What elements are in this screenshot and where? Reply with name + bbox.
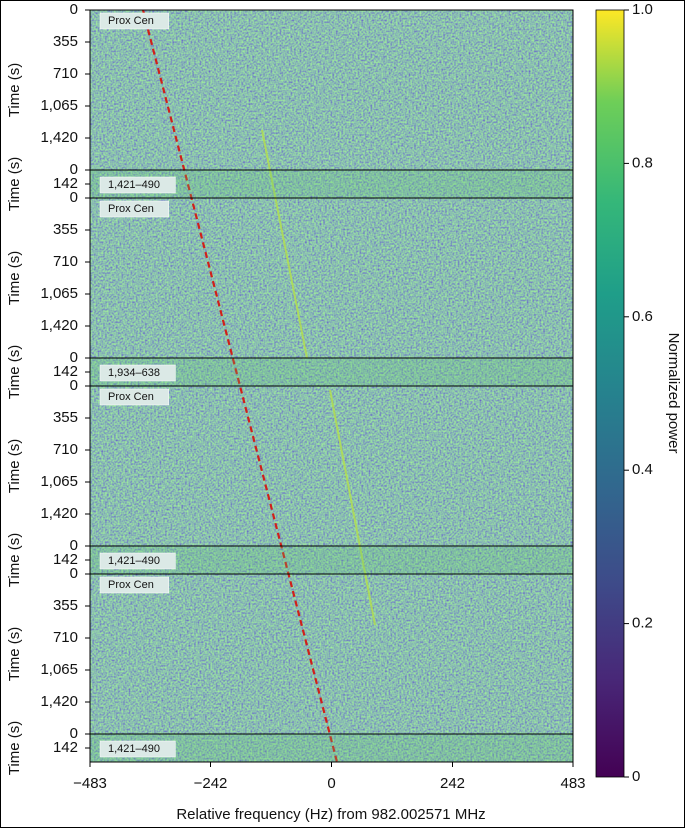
panel-label: Prox Cen bbox=[108, 15, 154, 27]
panel-label: 1,934–638 bbox=[108, 367, 160, 379]
panel-label-box bbox=[99, 740, 176, 758]
colorbar-tick-label: 0.4 bbox=[632, 461, 653, 478]
y-tick-label: 142 bbox=[53, 175, 78, 192]
y-tick-label: 142 bbox=[53, 551, 78, 568]
y-tick-label: 355 bbox=[53, 409, 78, 426]
colorbar-label: Normalized power bbox=[665, 333, 682, 454]
y-tick-label: 355 bbox=[53, 33, 78, 50]
y-tick-label: 1,065 bbox=[40, 97, 78, 114]
panel-label-box bbox=[99, 176, 176, 194]
y-axis-label: Time (s) bbox=[6, 439, 23, 493]
panel-label: 1,421–490 bbox=[108, 743, 160, 755]
y-tick-label: 0 bbox=[70, 565, 78, 582]
y-axis-label: Time (s) bbox=[6, 721, 23, 775]
signal-track bbox=[261, 129, 308, 359]
y-tick-label: 1,065 bbox=[40, 661, 78, 678]
x-axis-label: Relative frequency (Hz) from 982.002571 … bbox=[176, 806, 485, 823]
panel-label: Prox Cen bbox=[108, 203, 154, 215]
y-tick-label: 710 bbox=[53, 629, 78, 646]
y-tick-label: 1,420 bbox=[40, 317, 78, 334]
colorbar-tick-label: 0.8 bbox=[632, 154, 653, 171]
y-axis-label: Time (s) bbox=[6, 345, 23, 399]
y-tick-label: 1,420 bbox=[40, 505, 78, 522]
y-tick-label: 0 bbox=[70, 725, 78, 742]
panel-label-box bbox=[99, 364, 176, 382]
x-tick-label: 0 bbox=[327, 775, 335, 792]
y-tick-label: 710 bbox=[53, 65, 78, 82]
y-axis-label: Time (s) bbox=[6, 63, 23, 117]
colorbar bbox=[595, 9, 625, 778]
panel-label: Prox Cen bbox=[108, 579, 154, 591]
x-tick-label: −483 bbox=[73, 775, 107, 792]
panel-label: 1,421–490 bbox=[108, 555, 160, 567]
colorbar-tick-label: 1.0 bbox=[632, 1, 653, 18]
y-axis-label: Time (s) bbox=[6, 533, 23, 587]
panel-label: Prox Cen bbox=[108, 391, 154, 403]
overlay bbox=[141, 9, 376, 763]
y-tick-label: 0 bbox=[70, 349, 78, 366]
x-tick-label: 483 bbox=[560, 775, 585, 792]
y-tick-label: 0 bbox=[70, 537, 78, 554]
y-tick-label: 1,065 bbox=[40, 285, 78, 302]
x-tick-label: 242 bbox=[440, 775, 465, 792]
y-tick-label: 1,065 bbox=[40, 473, 78, 490]
y-axis-label: Time (s) bbox=[6, 251, 23, 305]
y-tick-label: 0 bbox=[70, 161, 78, 178]
y-tick-label: 0 bbox=[70, 189, 78, 206]
y-axis-label: Time (s) bbox=[6, 157, 23, 211]
y-tick-label: 355 bbox=[53, 597, 78, 614]
y-tick-label: 710 bbox=[53, 441, 78, 458]
panel-label-box bbox=[99, 576, 170, 594]
colorbar-tick-label: 0.6 bbox=[632, 308, 653, 325]
colorbar-tick-label: 0.2 bbox=[632, 615, 653, 632]
panel-label-box bbox=[99, 388, 170, 406]
y-axis-label: Time (s) bbox=[6, 627, 23, 681]
y-tick-label: 1,420 bbox=[40, 693, 78, 710]
panel-label-box bbox=[99, 552, 176, 570]
y-tick-label: 355 bbox=[53, 221, 78, 238]
y-tick-label: 1,420 bbox=[40, 129, 78, 146]
panel-label-box bbox=[99, 200, 170, 218]
colorbar-tick-label: 0 bbox=[632, 768, 640, 785]
y-tick-label: 710 bbox=[53, 253, 78, 270]
signal-track bbox=[329, 389, 376, 626]
y-tick-label: 0 bbox=[70, 377, 78, 394]
y-tick-label: 142 bbox=[53, 739, 78, 756]
panel-label: 1,421–490 bbox=[108, 179, 160, 191]
panel-label-box bbox=[99, 12, 170, 30]
y-tick-label: 142 bbox=[53, 363, 78, 380]
y-tick-label: 0 bbox=[70, 1, 78, 18]
x-tick-label: −242 bbox=[194, 775, 228, 792]
